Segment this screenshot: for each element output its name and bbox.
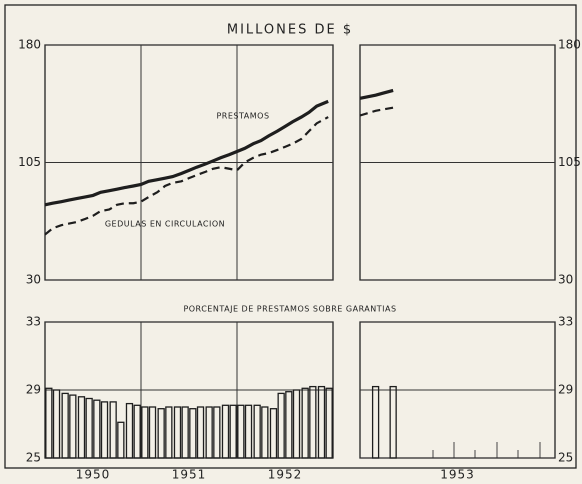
y-tick-label: 29: [26, 383, 41, 397]
bar: [261, 406, 269, 459]
bar: [165, 406, 173, 459]
bar: [292, 389, 301, 459]
bar: [109, 401, 117, 459]
y-tick-label: 29: [558, 383, 573, 397]
x-tick-label: 1950: [76, 468, 111, 482]
bar: [93, 399, 101, 459]
y-tick-label: 105: [18, 155, 41, 169]
bar: [196, 406, 205, 459]
bar: [173, 406, 182, 459]
chart-title: MILLONES DE $: [227, 23, 353, 38]
y-tick-label: 30: [558, 273, 573, 287]
bar: [205, 406, 213, 459]
bar: [269, 408, 278, 459]
chart-title: PORCENTAJE DE PRESTAMOS SOBRE GARANTIAS: [183, 305, 396, 314]
bar: [77, 396, 86, 459]
x-tick-label: 1952: [268, 468, 303, 482]
bar: [189, 408, 197, 459]
y-tick-label: 105: [558, 155, 581, 169]
line: [44, 99, 329, 207]
bar: [317, 385, 326, 459]
bar: [133, 404, 141, 459]
y-tick-label: 25: [26, 451, 41, 465]
bar: [237, 404, 245, 459]
y-tick-label: 180: [558, 38, 581, 52]
bar: [157, 408, 165, 459]
bar: [229, 404, 237, 459]
bar: [371, 385, 380, 459]
line: [44, 116, 329, 236]
bar: [325, 387, 333, 459]
bar: [285, 391, 293, 459]
bar: [277, 392, 285, 459]
bar: [181, 406, 189, 459]
x-tick-label: 1951: [172, 468, 207, 482]
bar: [221, 404, 230, 459]
bar: [213, 406, 221, 459]
month-ticks: [432, 442, 541, 458]
bar: [244, 404, 253, 459]
bar: [309, 385, 317, 459]
y-tick-label: 180: [18, 38, 41, 52]
bar: [148, 406, 157, 459]
bar: [141, 406, 149, 459]
bar: [52, 389, 61, 459]
bar: [100, 401, 109, 459]
bar: [389, 385, 397, 459]
line: [359, 106, 394, 117]
outer-frame: [4, 4, 577, 469]
series-label: PRESTAMOS: [216, 112, 269, 121]
bar: [125, 402, 134, 459]
y-tick-label: 33: [26, 315, 41, 329]
y-tick-label: 33: [558, 315, 573, 329]
y-tick-label: 30: [26, 273, 41, 287]
bar: [301, 387, 309, 459]
bar: [61, 392, 69, 459]
bar: [85, 397, 93, 459]
bar: [69, 394, 77, 459]
y-tick-label: 25: [558, 451, 573, 465]
bar: [45, 387, 53, 459]
line: [359, 88, 394, 100]
bar: [253, 404, 261, 459]
x-tick-label: 1953: [440, 468, 475, 482]
series-label: GEDULAS EN CIRCULACION: [105, 220, 225, 229]
bar: [117, 421, 125, 459]
